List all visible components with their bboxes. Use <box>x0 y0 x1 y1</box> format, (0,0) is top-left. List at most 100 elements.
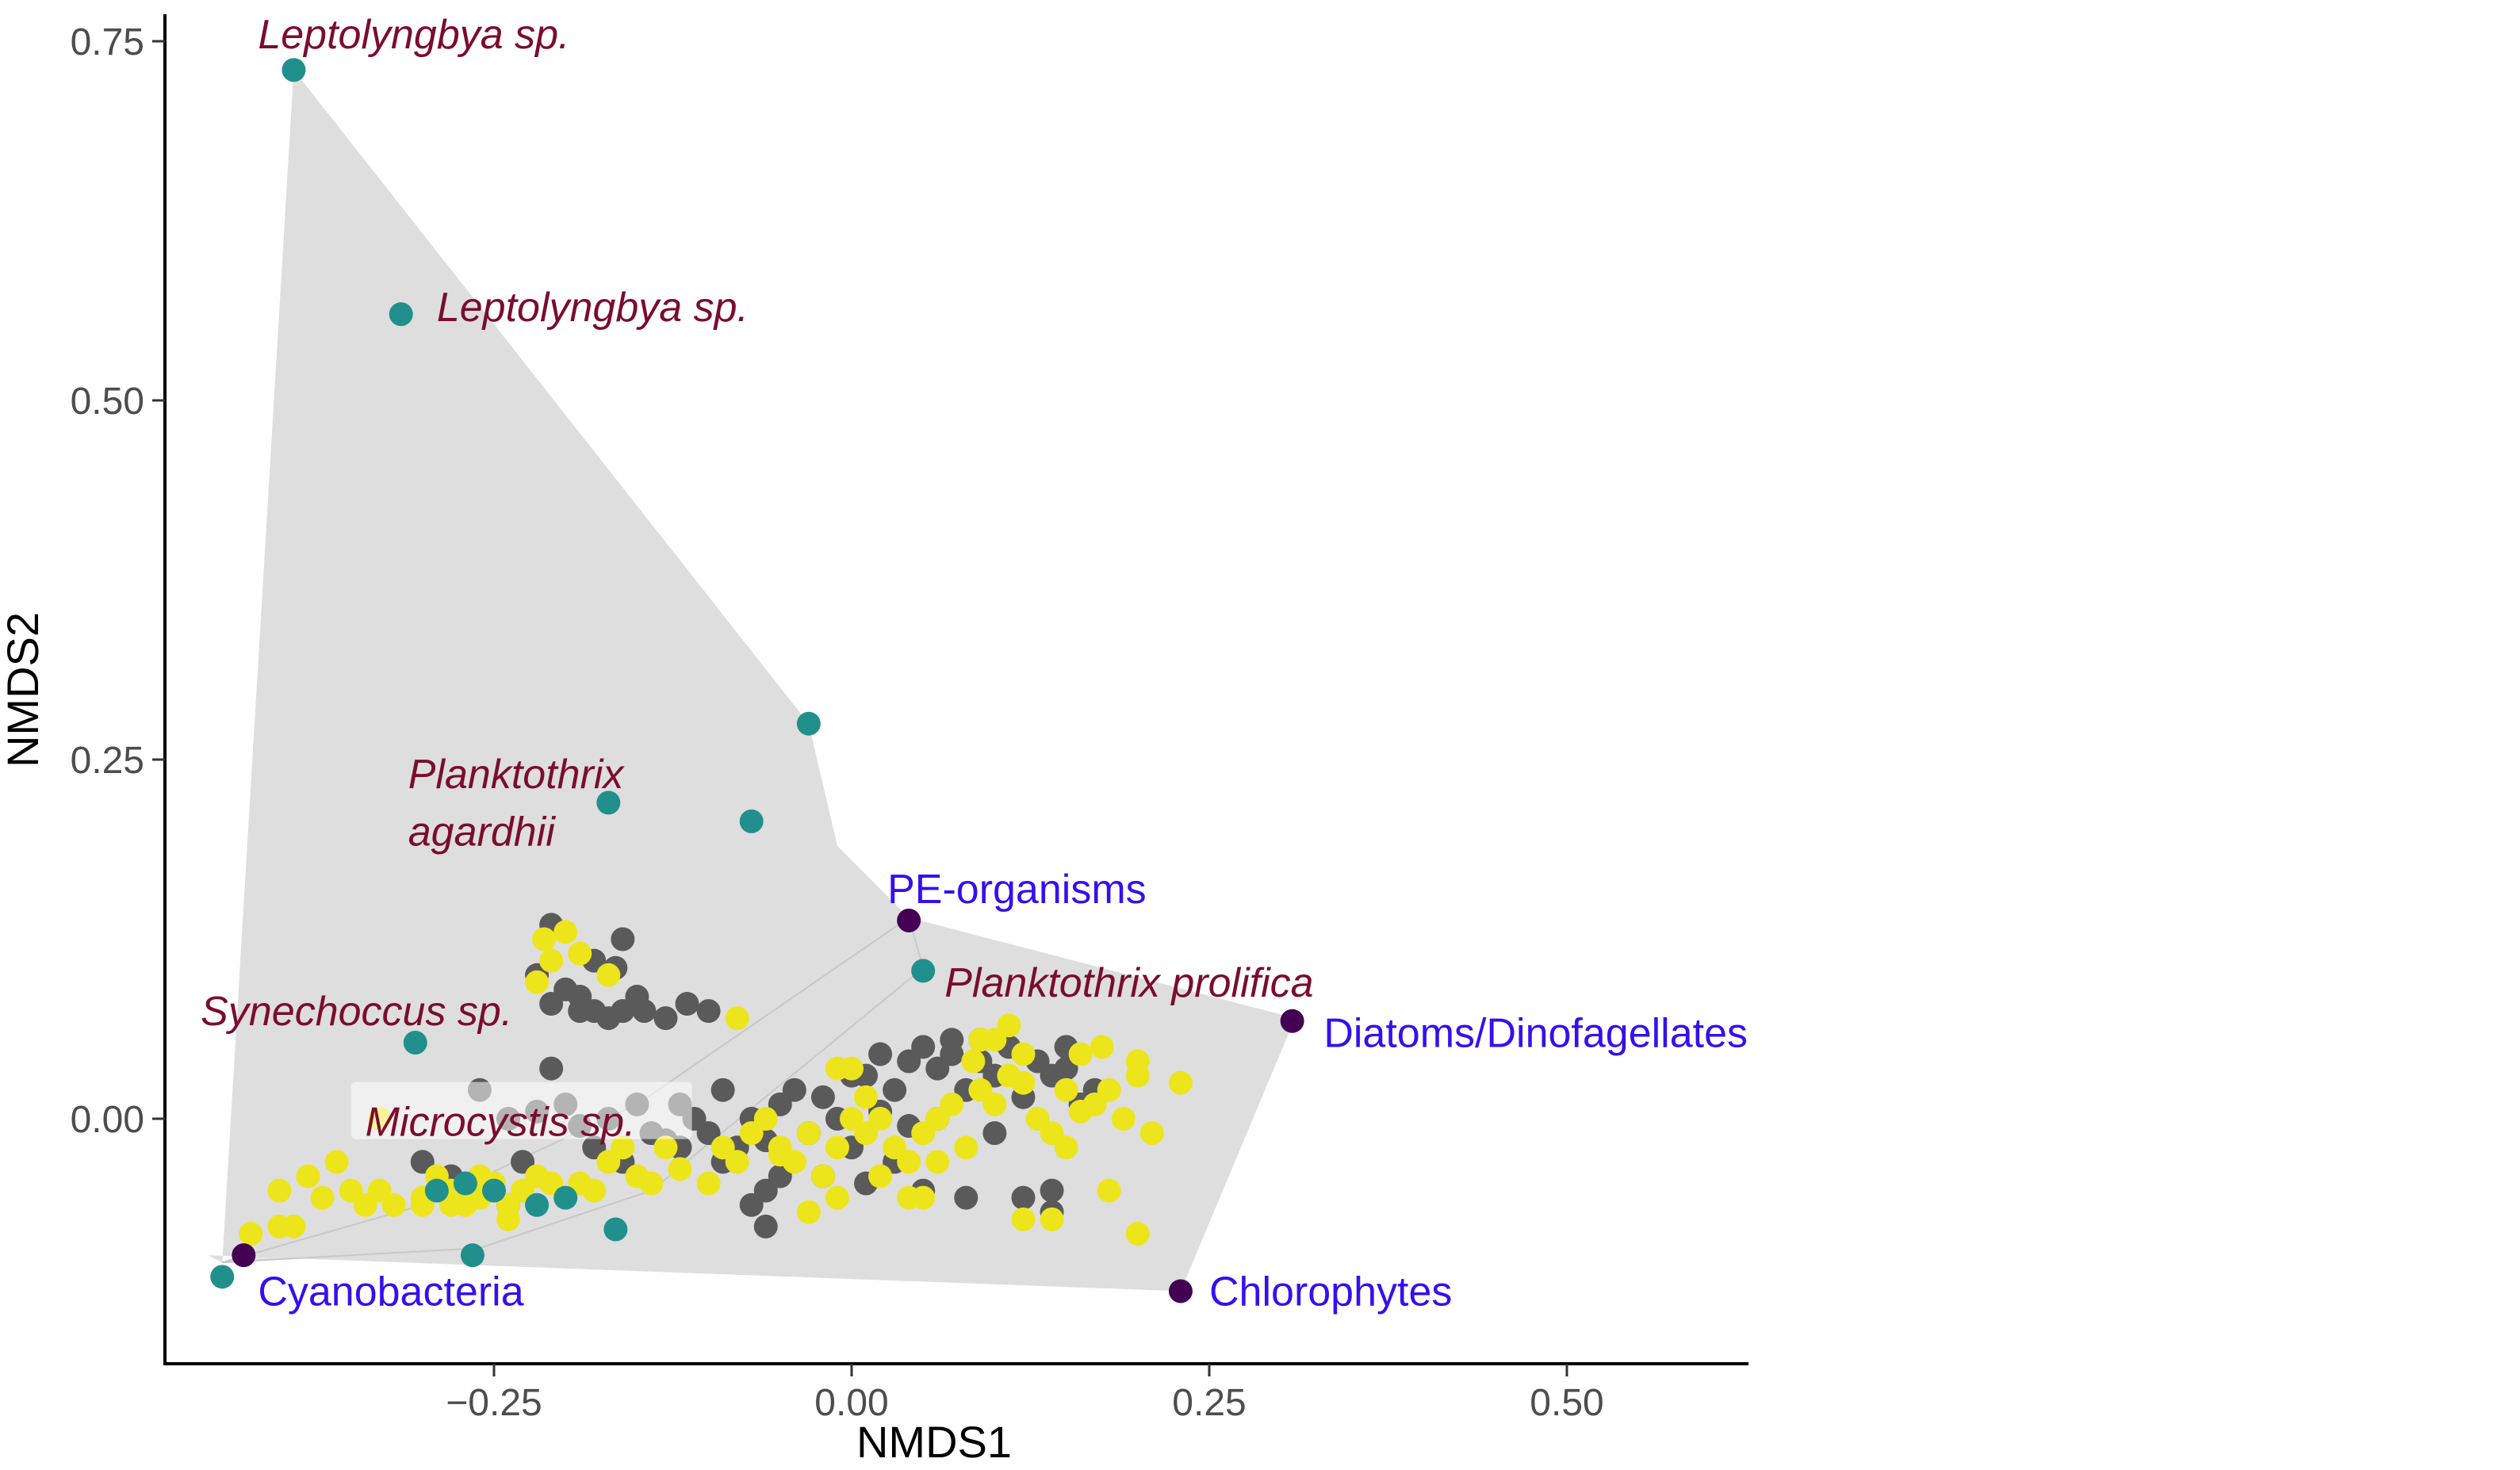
data-point <box>639 1171 664 1196</box>
data-point <box>611 1135 635 1160</box>
data-point <box>997 1013 1021 1038</box>
data-point <box>796 711 821 736</box>
data-point <box>603 1217 628 1242</box>
data-point <box>725 1150 749 1174</box>
data-point <box>568 941 592 966</box>
annotation-label: Microcystis sp. <box>366 1100 636 1146</box>
data-point <box>675 992 699 1016</box>
data-point <box>460 1243 484 1268</box>
data-point <box>525 970 550 994</box>
data-point <box>725 1006 749 1031</box>
data-point <box>940 1092 964 1116</box>
annotation-label: Leptolyngbya sp. <box>437 285 749 331</box>
data-point <box>1054 1078 1078 1102</box>
data-point <box>653 1006 678 1031</box>
data-point <box>582 1178 607 1203</box>
annotation-label: agardhii <box>408 810 556 856</box>
data-point <box>1097 1078 1121 1102</box>
data-point <box>868 1042 893 1066</box>
x-tick-label: 0.25 <box>1172 1382 1246 1424</box>
data-point <box>596 791 621 815</box>
data-point <box>453 1171 477 1196</box>
data-point <box>232 1243 256 1268</box>
y-tick-label: 0.00 <box>71 1099 144 1141</box>
x-tick-label: 0.50 <box>1530 1382 1603 1424</box>
data-point <box>539 992 564 1016</box>
data-point <box>668 1157 692 1181</box>
data-point <box>1168 1279 1193 1303</box>
data-point <box>782 1078 806 1102</box>
data-point <box>381 1192 406 1217</box>
data-point <box>911 1035 936 1059</box>
data-point <box>810 1085 835 1109</box>
data-point <box>1111 1107 1136 1131</box>
data-point <box>1011 1207 1036 1231</box>
data-point <box>239 1221 263 1246</box>
data-point <box>653 1135 678 1160</box>
data-point <box>496 1207 521 1231</box>
data-point <box>1280 1009 1304 1033</box>
data-point <box>525 1192 550 1217</box>
annotation-label: Chlorophytes <box>1209 1269 1452 1315</box>
data-point <box>539 1056 564 1081</box>
data-point <box>553 920 578 944</box>
data-point <box>1011 1042 1036 1066</box>
data-point <box>796 1200 821 1224</box>
data-point <box>1097 1178 1121 1203</box>
data-point <box>911 1185 936 1210</box>
data-point <box>611 927 635 951</box>
data-point <box>925 1150 950 1174</box>
data-point <box>696 1171 721 1196</box>
data-point <box>753 1214 778 1238</box>
data-point <box>310 1185 335 1210</box>
annotation-label: Diatoms/Dinofagellates <box>1323 1010 1748 1056</box>
data-point <box>854 1085 879 1109</box>
data-point <box>1068 1042 1093 1066</box>
data-point <box>281 58 306 82</box>
data-point <box>296 1164 320 1189</box>
data-point <box>1090 1035 1114 1059</box>
annotation-layer: Leptolyngbya sp. Leptolyngbya sp. Planktot… <box>201 12 1748 1315</box>
annotation-label: Planktothrix prolifica <box>944 960 1313 1006</box>
data-point <box>954 1135 979 1160</box>
data-point <box>982 1121 1007 1146</box>
data-point <box>710 1078 735 1102</box>
data-point <box>753 1107 778 1131</box>
data-point <box>868 1164 893 1189</box>
data-point <box>482 1178 506 1203</box>
data-point <box>825 1056 849 1081</box>
data-point <box>1011 1070 1036 1095</box>
data-point <box>1040 1178 1064 1203</box>
data-point <box>632 999 657 1024</box>
data-point <box>739 809 764 833</box>
data-point <box>796 1121 821 1146</box>
data-point <box>940 1028 964 1052</box>
data-point <box>1054 1135 1078 1160</box>
data-point <box>424 1178 449 1203</box>
y-tick-label: 0.75 <box>71 21 144 63</box>
data-point <box>768 1143 792 1167</box>
data-point <box>954 1185 979 1210</box>
data-point <box>883 1078 907 1102</box>
data-point <box>596 963 621 987</box>
y-axis-title: NMDS2 <box>0 612 48 768</box>
data-point <box>696 999 721 1024</box>
data-point <box>267 1178 292 1203</box>
data-point <box>389 302 413 327</box>
y-tick-label: 0.50 <box>71 381 144 423</box>
annotation-label: Planktothrix <box>408 752 626 798</box>
data-point <box>911 959 936 983</box>
y-tick-label: 0.25 <box>71 740 144 782</box>
y-axis-ticks: 0.00 0.25 0.50 0.75 <box>71 21 165 1141</box>
x-axis-title: NMDS1 <box>856 1417 1012 1467</box>
data-point <box>553 1185 578 1210</box>
data-point <box>324 1150 349 1174</box>
annotation-label-box <box>350 1081 692 1139</box>
annotation-label: Leptolyngbya sp. <box>258 12 569 58</box>
annotation-label: PE-organisms <box>887 867 1147 913</box>
data-point <box>210 1265 235 1289</box>
data-point <box>1139 1121 1164 1146</box>
data-point <box>982 1092 1007 1116</box>
x-axis-ticks: −0.25 0.00 0.25 0.50 <box>446 1364 1604 1424</box>
